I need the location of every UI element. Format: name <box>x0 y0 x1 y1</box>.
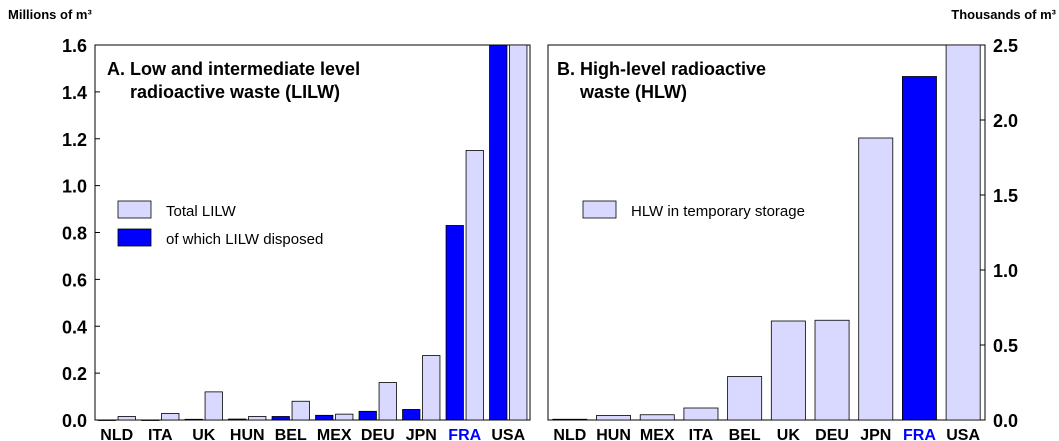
y-tick-label: 2.5 <box>993 36 1018 56</box>
panel-b: Thousands of m³ 0.0 0.5 1.0 1.5 2.0 2.5 NLD HUN M… <box>547 7 1057 441</box>
bar-disposed-ita <box>141 419 160 421</box>
y-tick-label: 0.0 <box>993 411 1018 431</box>
panel-title-line-1: B. High-level radioactive <box>557 59 766 79</box>
panel-title-line-2: radioactive waste (LILW) <box>130 82 340 102</box>
bar-total-usa <box>509 44 528 421</box>
x-tick-label-nld: NLD <box>100 427 133 441</box>
bar-uk <box>770 320 806 421</box>
y-tick-label: 0.5 <box>993 336 1018 356</box>
bar-disposed-fra <box>445 225 464 421</box>
bar-ita <box>683 407 719 421</box>
panel-title-line-1: A. Low and intermediate level <box>107 59 360 79</box>
legend-label: of which LILW disposed <box>166 231 323 248</box>
x-tick-label-jpn: JPN <box>860 427 891 441</box>
bar-disposed-bel <box>271 416 290 421</box>
bar-disposed-jpn <box>402 409 421 421</box>
x-tick-label-fra: FRA <box>903 427 936 441</box>
y-axis-label: Thousands of m³ <box>951 7 1056 22</box>
legend-swatch <box>117 200 152 219</box>
y-tick-label: 0.0 <box>62 411 87 431</box>
bar-fra <box>902 76 937 421</box>
y-tick-label: 0.2 <box>62 364 87 384</box>
bar-total-uk <box>204 391 223 421</box>
y-axis-label: Millions of m³ <box>8 7 92 22</box>
bar-total-bel <box>291 400 310 421</box>
bar-hun <box>596 415 631 421</box>
y-tick-label: 0.6 <box>62 270 87 290</box>
legend-swatch <box>117 228 152 247</box>
bar-disposed-hun <box>228 418 247 421</box>
y-tick-label: 2.0 <box>993 111 1018 131</box>
x-tick-label-fra: FRA <box>448 427 481 441</box>
bar-total-hun <box>248 416 267 421</box>
x-tick-label-deu: DEU <box>815 427 849 441</box>
y-tick-label: 1.0 <box>62 177 87 197</box>
x-tick-label-hun: HUN <box>596 427 631 441</box>
legend-label: HLW in temporary storage <box>631 203 805 220</box>
y-tick-label: 1.2 <box>62 130 87 150</box>
y-tick-label: 1.6 <box>62 36 87 56</box>
panel-a: Millions of m³ 0.0 0.2 0.4 0.6 0.8 1.0 1.2 1.4 1.… <box>8 7 531 441</box>
x-tick-label-usa: USA <box>491 427 525 441</box>
x-tick-label-ita: ITA <box>689 427 714 441</box>
bar-disposed-uk <box>184 418 203 421</box>
x-tick-label-ita: ITA <box>148 427 173 441</box>
legend-swatch <box>582 200 617 219</box>
x-tick-label-mex: MEX <box>317 427 352 441</box>
bar-deu <box>814 319 850 421</box>
bar-total-deu <box>378 382 397 421</box>
bar-disposed-deu <box>358 410 377 421</box>
x-tick-label-uk: UK <box>777 427 801 441</box>
bar-total-jpn <box>422 355 441 421</box>
x-tick-label-bel: BEL <box>729 427 761 441</box>
x-tick-label-uk: UK <box>192 427 216 441</box>
y-tick-label: 0.4 <box>62 317 87 337</box>
x-tick-label-hun: HUN <box>230 427 265 441</box>
y-tick-label: 1.4 <box>62 83 87 103</box>
bar-total-fra <box>465 150 484 421</box>
bar-disposed-mex <box>315 414 334 421</box>
bar-usa <box>945 44 981 421</box>
x-tick-label-deu: DEU <box>361 427 395 441</box>
panel-title-line-2: waste (HLW) <box>579 82 687 102</box>
bar-bel <box>727 376 763 421</box>
bar-total-mex <box>335 413 354 421</box>
x-tick-label-nld: NLD <box>553 427 586 441</box>
bar-total-ita <box>161 413 180 421</box>
bar-nld <box>552 418 588 421</box>
y-tick-label: 0.8 <box>62 224 87 244</box>
y-tick-label: 1.5 <box>993 186 1018 206</box>
x-tick-label-bel: BEL <box>275 427 307 441</box>
bar-mex <box>639 414 675 421</box>
x-tick-label-jpn: JPN <box>406 427 437 441</box>
x-tick-label-usa: USA <box>946 427 980 441</box>
bar-disposed-usa <box>489 44 508 421</box>
bar-total-nld <box>117 416 136 421</box>
legend-label: Total LILW <box>166 203 237 220</box>
bar-disposed-nld <box>97 419 116 421</box>
x-tick-label-mex: MEX <box>640 427 675 441</box>
bar-jpn <box>858 137 894 421</box>
y-tick-label: 1.0 <box>993 261 1018 281</box>
